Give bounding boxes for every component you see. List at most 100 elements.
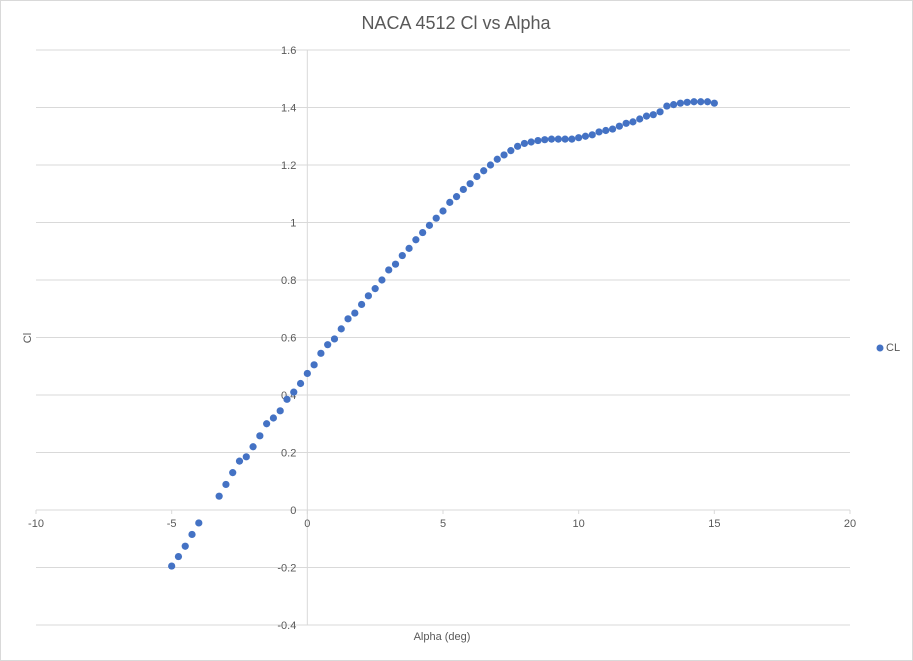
data-point [493, 155, 501, 163]
data-point [514, 142, 522, 150]
y-tick-label: 0.8 [281, 275, 296, 287]
data-point [283, 395, 291, 403]
data-point [703, 98, 712, 106]
data-point [656, 108, 664, 116]
data-point [649, 111, 657, 119]
data-point [419, 228, 427, 237]
legend-label: CL [886, 342, 900, 354]
data-point [554, 135, 562, 143]
data-point [473, 172, 481, 181]
x-tick-label: 20 [844, 518, 856, 530]
x-tick-label: 10 [573, 518, 585, 530]
data-point [480, 167, 488, 175]
data-point [432, 214, 440, 222]
y-tick-label: 0 [290, 505, 296, 517]
data-point [642, 112, 651, 120]
legend-marker [876, 344, 884, 352]
data-point [317, 349, 325, 357]
data-point [310, 361, 318, 369]
data-point [486, 161, 495, 169]
data-point [235, 457, 244, 465]
data-point [425, 221, 434, 229]
data-point [324, 341, 332, 349]
data-point [527, 138, 535, 146]
data-point [358, 300, 366, 309]
data-point [168, 562, 176, 570]
data-point [561, 135, 569, 143]
data-point [602, 126, 610, 135]
tick-layer: -0.4-0.200.20.40.60.811.21.41.6-10 -5 0 5 10… [28, 45, 856, 632]
data-point [697, 98, 705, 106]
data-point [622, 119, 630, 127]
x-tick-label: -10 [28, 518, 44, 530]
data-point [351, 309, 359, 317]
data-point [303, 369, 311, 378]
data-point [446, 198, 454, 206]
data-point [459, 185, 467, 194]
x-tick-label: 0 [304, 518, 310, 530]
data-point [595, 128, 603, 136]
grid-layer [36, 49, 850, 626]
data-point [534, 136, 542, 145]
data-point [568, 135, 576, 143]
x-tick-label: 5 [440, 518, 446, 530]
data-point [520, 139, 529, 148]
data-point [256, 432, 264, 440]
chart-title: NACA 4512 Cl vs Alpha [361, 13, 551, 33]
data-point [439, 207, 447, 215]
data-point [385, 266, 393, 274]
data-point [378, 276, 386, 284]
data-point [683, 98, 691, 106]
data-point [588, 131, 596, 139]
y-tick-label: 1.4 [281, 103, 296, 115]
x-tick-label: -5 [167, 518, 177, 530]
data-point [629, 118, 637, 126]
data-point [398, 251, 406, 260]
data-point [242, 453, 250, 461]
axis-layer [35, 50, 851, 625]
data-point [575, 134, 583, 142]
y-tick-label: 1 [290, 218, 296, 230]
data-point [290, 388, 298, 396]
data-point [547, 135, 556, 143]
data-point [541, 136, 549, 144]
data-point [249, 443, 257, 451]
data-point [296, 379, 305, 388]
data-point [676, 99, 685, 107]
data-point [690, 98, 698, 106]
point-layer [168, 98, 718, 570]
y-tick-label: 1.6 [281, 45, 296, 57]
data-point [371, 285, 379, 293]
data-point [466, 180, 474, 188]
data-point [215, 492, 223, 500]
data-point [710, 99, 718, 107]
data-point [229, 469, 237, 477]
x-tick-label: 15 [708, 518, 720, 530]
data-point [181, 542, 189, 550]
data-point [391, 260, 400, 268]
data-point [337, 325, 345, 333]
data-point [195, 519, 203, 527]
data-point [222, 480, 230, 489]
data-point [581, 132, 590, 140]
data-point [344, 315, 352, 323]
data-point [452, 193, 461, 201]
y-tick-label: 1.2 [281, 160, 296, 172]
data-point [507, 147, 515, 155]
data-point [188, 530, 196, 539]
data-point [412, 236, 420, 244]
y-tick-label: 0.6 [281, 333, 296, 345]
data-point [174, 552, 183, 561]
data-point [636, 115, 644, 123]
data-point [608, 125, 617, 133]
data-point [500, 151, 508, 159]
y-axis-label: Cl [22, 333, 34, 343]
data-point [263, 420, 271, 428]
y-tick-label: -0.2 [277, 563, 296, 575]
data-point [670, 101, 678, 109]
y-tick-label: -0.4 [277, 620, 296, 632]
x-axis-label: Alpha (deg) [414, 631, 471, 643]
y-tick-label: 0.2 [281, 448, 296, 460]
